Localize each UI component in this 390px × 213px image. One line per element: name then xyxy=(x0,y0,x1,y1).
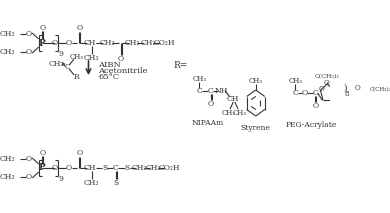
Text: O: O xyxy=(76,24,82,32)
Text: C: C xyxy=(292,89,298,97)
Text: Styrene: Styrene xyxy=(241,124,271,132)
Text: CH₃: CH₃ xyxy=(288,77,302,85)
Text: AIBN: AIBN xyxy=(98,61,121,69)
Text: CH₂: CH₂ xyxy=(124,39,140,47)
Text: CH₃: CH₃ xyxy=(84,54,99,62)
Text: C: C xyxy=(113,164,119,172)
Text: O: O xyxy=(39,149,45,157)
Text: P: P xyxy=(39,164,45,173)
Text: CH₃: CH₃ xyxy=(69,53,83,61)
Text: O: O xyxy=(302,89,308,97)
Text: NIPAAm: NIPAAm xyxy=(191,119,223,127)
Text: O: O xyxy=(355,84,360,92)
Text: O: O xyxy=(52,39,58,47)
Text: S: S xyxy=(124,164,130,172)
Text: O: O xyxy=(26,173,32,181)
Text: C: C xyxy=(197,87,202,95)
Text: O: O xyxy=(324,79,330,87)
Text: ): ) xyxy=(344,84,347,93)
Text: CH₂: CH₂ xyxy=(146,164,161,172)
Text: O: O xyxy=(312,102,319,110)
Text: C: C xyxy=(208,87,214,95)
Text: O: O xyxy=(208,100,214,108)
Text: Acetonitrile: Acetonitrile xyxy=(98,67,148,75)
Text: P: P xyxy=(39,39,45,47)
Text: CH₃: CH₃ xyxy=(233,109,246,117)
Text: CH₃: CH₃ xyxy=(0,30,15,38)
Text: R=: R= xyxy=(174,60,188,69)
Text: O: O xyxy=(118,55,124,63)
Text: CH₃: CH₃ xyxy=(249,77,263,85)
Text: CO₂H: CO₂H xyxy=(159,164,181,172)
Text: S: S xyxy=(113,179,119,187)
Text: O: O xyxy=(26,30,32,38)
Text: O: O xyxy=(318,85,324,93)
Text: 65°C: 65°C xyxy=(98,73,119,81)
Text: CH: CH xyxy=(227,95,239,103)
Text: C(CH₃)₂: C(CH₃)₂ xyxy=(315,74,340,80)
Text: CH₂: CH₂ xyxy=(49,60,64,68)
Text: CH₂: CH₂ xyxy=(131,164,147,172)
Text: O: O xyxy=(26,48,32,56)
Text: CH₂: CH₂ xyxy=(140,39,156,47)
Text: O: O xyxy=(26,155,32,163)
Text: R: R xyxy=(74,73,79,81)
Text: CH₂: CH₂ xyxy=(99,39,115,47)
Text: O: O xyxy=(52,164,58,172)
Text: 8: 8 xyxy=(345,90,349,98)
Text: 9: 9 xyxy=(59,175,64,183)
Text: CH: CH xyxy=(84,39,96,47)
Text: CH₃: CH₃ xyxy=(222,109,236,117)
Text: CH₃: CH₃ xyxy=(193,75,206,83)
Text: CO₂H: CO₂H xyxy=(153,39,175,47)
Text: CH₃: CH₃ xyxy=(84,179,99,187)
Text: PEG-Acrylate: PEG-Acrylate xyxy=(285,121,337,129)
Text: O: O xyxy=(39,24,45,32)
Text: S: S xyxy=(102,164,107,172)
Text: 9: 9 xyxy=(59,50,64,58)
Text: CH₃: CH₃ xyxy=(0,173,15,181)
Text: C(CH₃)₂: C(CH₃)₂ xyxy=(370,87,390,92)
Text: CH: CH xyxy=(84,164,96,172)
Text: NH: NH xyxy=(215,87,228,95)
Text: O: O xyxy=(66,39,71,47)
Text: O: O xyxy=(76,149,82,157)
Text: CH₃: CH₃ xyxy=(0,48,15,56)
Text: O: O xyxy=(66,164,71,172)
Text: CH₃: CH₃ xyxy=(0,155,15,163)
Text: C: C xyxy=(312,89,318,97)
Text: C: C xyxy=(65,63,71,71)
